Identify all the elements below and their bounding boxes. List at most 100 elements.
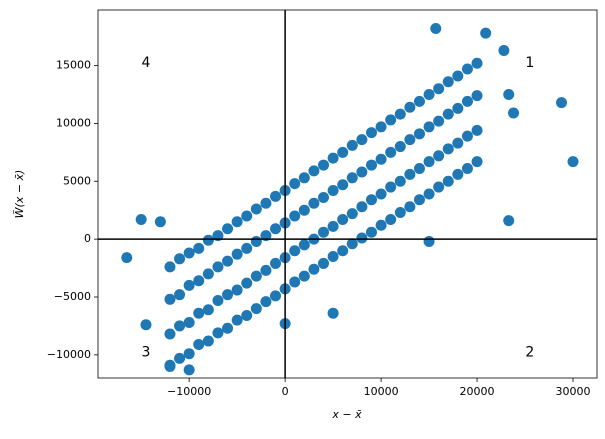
point	[394, 175, 406, 187]
quadrant-label: 4	[142, 55, 151, 71]
point	[337, 213, 349, 225]
point	[404, 134, 416, 146]
point	[231, 284, 243, 296]
point	[471, 156, 483, 168]
point	[202, 335, 214, 347]
point	[270, 190, 282, 202]
point	[164, 261, 176, 273]
point	[289, 210, 301, 222]
point	[375, 188, 387, 200]
point	[193, 338, 205, 350]
point	[503, 215, 515, 227]
point	[503, 88, 515, 100]
point	[423, 188, 435, 200]
point	[508, 107, 520, 119]
point	[164, 293, 176, 305]
point	[461, 130, 473, 142]
point	[231, 216, 243, 228]
point	[404, 201, 416, 213]
point	[202, 268, 214, 280]
point	[164, 328, 176, 340]
plot-frame	[97, 9, 598, 379]
point	[480, 27, 492, 39]
point	[423, 88, 435, 100]
point	[356, 134, 368, 146]
point	[270, 223, 282, 235]
point	[202, 304, 214, 316]
point	[183, 364, 195, 376]
point	[346, 238, 358, 250]
point	[471, 124, 483, 136]
point	[375, 153, 387, 165]
point	[289, 178, 301, 190]
point	[270, 290, 282, 302]
point	[154, 216, 166, 228]
y-tick-label: 10000	[56, 116, 91, 129]
point	[308, 263, 320, 275]
point	[289, 276, 301, 288]
point	[461, 163, 473, 175]
point	[327, 220, 339, 232]
point	[471, 57, 483, 69]
point	[385, 146, 397, 158]
point	[327, 250, 339, 262]
x-tick-label: 30000	[556, 385, 591, 398]
point	[356, 232, 368, 244]
point	[365, 194, 377, 206]
point	[298, 270, 310, 282]
point	[394, 207, 406, 219]
point	[231, 248, 243, 260]
point	[452, 137, 464, 149]
point	[318, 191, 330, 203]
point	[183, 279, 195, 291]
point	[241, 310, 253, 322]
point	[452, 70, 464, 82]
point	[193, 275, 205, 287]
point	[461, 63, 473, 75]
point	[250, 270, 262, 282]
point	[442, 108, 454, 120]
point	[318, 159, 330, 171]
point	[430, 23, 442, 35]
point	[433, 150, 445, 162]
point	[385, 213, 397, 225]
y-tick-label: 15000	[56, 59, 91, 72]
point	[222, 255, 234, 267]
y-tick-label: 0	[84, 232, 91, 245]
point	[356, 166, 368, 178]
point	[241, 277, 253, 289]
point	[375, 121, 387, 133]
point	[308, 197, 320, 209]
point	[337, 179, 349, 191]
point	[231, 314, 243, 326]
point	[365, 226, 377, 238]
point	[308, 165, 320, 177]
point	[140, 319, 152, 331]
point	[183, 348, 195, 360]
point	[260, 296, 272, 308]
point	[567, 156, 579, 168]
point	[174, 289, 186, 301]
point	[413, 163, 425, 175]
point	[394, 108, 406, 120]
point	[404, 168, 416, 180]
point	[413, 95, 425, 107]
point	[337, 146, 349, 158]
point	[365, 127, 377, 139]
point	[356, 201, 368, 213]
point	[298, 172, 310, 184]
point	[404, 101, 416, 113]
point	[452, 102, 464, 114]
point	[413, 128, 425, 140]
point	[413, 194, 425, 206]
point	[298, 239, 310, 251]
point	[183, 247, 195, 259]
y-tick-label: −5000	[54, 290, 91, 303]
point	[289, 245, 301, 257]
point	[385, 181, 397, 193]
point	[260, 197, 272, 209]
point	[222, 322, 234, 334]
point	[222, 289, 234, 301]
point	[461, 95, 473, 107]
